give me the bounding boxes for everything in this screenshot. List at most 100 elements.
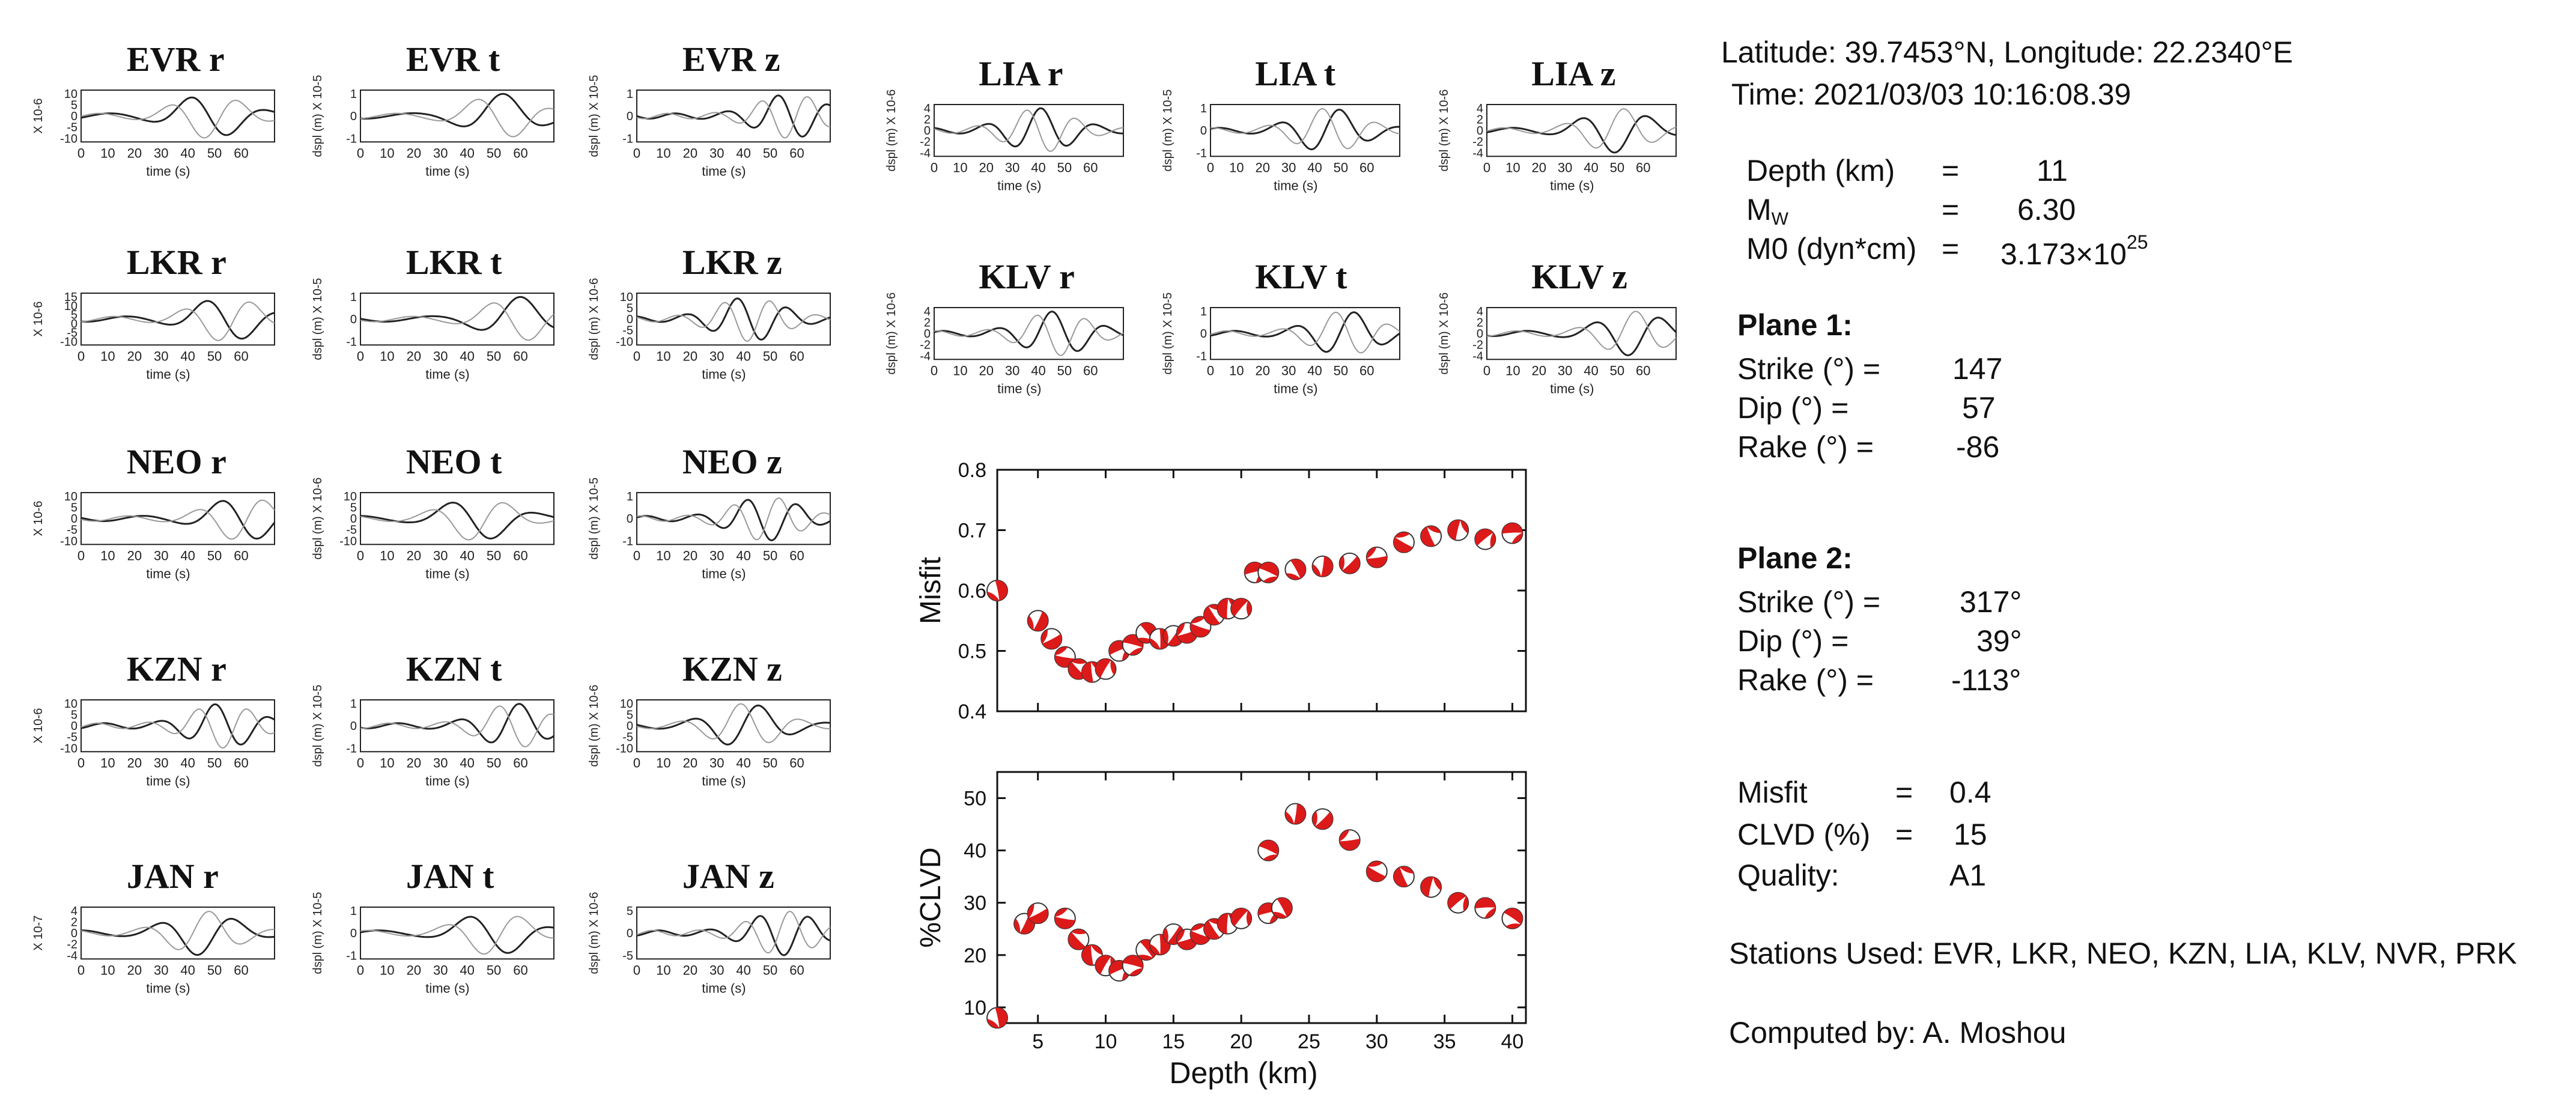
ylabel: dspl (m) X 10-6 bbox=[588, 685, 601, 767]
xtick-label: 60 bbox=[234, 755, 248, 770]
plane1-dip: 57 bbox=[1962, 391, 1996, 425]
stations-used: Stations Used: EVR, LKR, NEO, KZN, LIA, … bbox=[1729, 937, 2517, 970]
xtick-label: 10 bbox=[1505, 160, 1520, 175]
panel-frame bbox=[934, 104, 1124, 157]
panel-label: EVR r bbox=[127, 40, 225, 79]
xtick-label: 30 bbox=[154, 145, 168, 160]
computed-by: Computed by: A. Moshou bbox=[1729, 1016, 2067, 1050]
synthetic-trace bbox=[934, 109, 1124, 152]
data-point bbox=[1081, 944, 1103, 966]
xtick-label: 40 bbox=[736, 348, 750, 363]
xtick-label: 60 bbox=[513, 348, 527, 363]
xlabel: time (s) bbox=[425, 366, 469, 381]
xtick-label: 10 bbox=[1095, 1030, 1117, 1053]
beachball-quadrant bbox=[1395, 532, 1410, 538]
xtick-label: 40 bbox=[180, 348, 195, 363]
data-point bbox=[1501, 907, 1523, 929]
data-point bbox=[1311, 808, 1334, 830]
beachball-quadrant bbox=[1285, 811, 1294, 824]
ylabel: dspl (m) X 10-5 bbox=[588, 75, 601, 157]
ytick-label: 1 bbox=[627, 88, 633, 101]
beachball-quadrant bbox=[1502, 523, 1523, 534]
clvd-chart: 10 20 30 40 50 5 10 15 20 25 30 35 40 %CLVD Depth (km) bbox=[915, 771, 1527, 1090]
synthetic-trace bbox=[636, 497, 831, 541]
ytick-label: -1 bbox=[622, 132, 633, 145]
xlabel: time (s) bbox=[425, 163, 469, 178]
depth-label: Depth (km) bbox=[1746, 154, 1895, 187]
xlabel: time (s) bbox=[702, 566, 746, 581]
xtick-label: 30 bbox=[433, 348, 448, 363]
beachball-quadrant bbox=[1231, 908, 1248, 926]
xtick-label: 20 bbox=[683, 348, 697, 363]
beachball-quadrant bbox=[1190, 623, 1211, 637]
beachball-quadrant bbox=[1339, 830, 1350, 842]
beachball-quadrant bbox=[1460, 520, 1468, 533]
data-point bbox=[1027, 902, 1049, 925]
ytick-label: -10 bbox=[60, 335, 77, 348]
beachball-quadrant bbox=[1400, 866, 1414, 874]
xtick-label: 50 bbox=[763, 755, 777, 770]
beachball-quadrant bbox=[1123, 955, 1143, 968]
xtick-label: 0 bbox=[931, 160, 938, 175]
beachball-quadrant bbox=[1091, 944, 1102, 955]
beachball-quadrant bbox=[1027, 615, 1034, 630]
ytick-label: 5 bbox=[627, 302, 633, 315]
panel-label: LIA z bbox=[1531, 54, 1615, 93]
xtick-label: 50 bbox=[1610, 363, 1624, 378]
ytick-label: 5 bbox=[627, 905, 633, 918]
xtick-label: 20 bbox=[407, 755, 421, 770]
ytick-label: 1 bbox=[350, 291, 357, 304]
beachball-quadrant bbox=[1231, 598, 1248, 617]
xtick-label: 20 bbox=[127, 145, 142, 160]
observed-trace bbox=[1210, 311, 1400, 353]
xtick-label: 10 bbox=[100, 962, 115, 977]
ylabel: dspl (m) X 10-5 bbox=[311, 75, 324, 157]
observed-trace bbox=[636, 915, 831, 956]
xtick-label: 0 bbox=[633, 962, 640, 977]
beachball-quadrant bbox=[1054, 917, 1075, 929]
xtick-label: 50 bbox=[487, 145, 501, 160]
xtick-label: 10 bbox=[100, 348, 115, 363]
beachball-quadrant bbox=[1071, 929, 1087, 935]
xlabel: time (s) bbox=[146, 773, 190, 788]
data-point bbox=[1338, 829, 1361, 851]
xtick-label: 50 bbox=[487, 962, 501, 977]
ytick-label: 0 bbox=[924, 124, 931, 138]
ytick-label: -5 bbox=[67, 524, 77, 537]
xtick-label: 20 bbox=[407, 962, 421, 977]
ytick-label: 0 bbox=[1200, 124, 1207, 138]
xtick-label: 10 bbox=[656, 145, 670, 160]
panel-label: EVR z bbox=[682, 40, 780, 79]
ytick-label: -2 bbox=[67, 938, 77, 952]
xtick-label: 60 bbox=[513, 145, 527, 160]
observed-trace bbox=[636, 94, 831, 138]
ytick-label: -10 bbox=[60, 535, 77, 548]
beachball-quadrant bbox=[1204, 606, 1220, 625]
data-point bbox=[1230, 907, 1253, 929]
ytick-label: 0 bbox=[71, 927, 77, 940]
xtick-label: 50 bbox=[1334, 160, 1348, 175]
beachball-quadrant bbox=[1082, 944, 1093, 965]
data-point bbox=[1284, 558, 1307, 580]
xtick-label: 30 bbox=[709, 962, 724, 977]
xtick-label: 10 bbox=[953, 363, 967, 378]
beachball-quadrant bbox=[1191, 924, 1205, 931]
ylabel: dspl (m) X 10-6 bbox=[1438, 90, 1451, 172]
xtick-label: 20 bbox=[127, 962, 142, 977]
xtick-label: 0 bbox=[77, 348, 85, 363]
beachball-quadrant bbox=[1366, 556, 1387, 568]
ytick-label: 0 bbox=[350, 927, 357, 940]
xtick-label: 0 bbox=[1483, 363, 1490, 378]
data-point bbox=[1365, 860, 1388, 883]
ytick-label: -5 bbox=[67, 326, 77, 339]
ytick-label: 0 bbox=[627, 720, 633, 733]
beachball-quadrant bbox=[1095, 955, 1111, 974]
synthetic-trace bbox=[80, 911, 275, 950]
xtick-label: 30 bbox=[1281, 363, 1296, 378]
xtick-label: 50 bbox=[1057, 363, 1072, 378]
beachball-quadrant bbox=[1095, 658, 1111, 678]
beachball-quadrant bbox=[995, 1007, 1008, 1028]
